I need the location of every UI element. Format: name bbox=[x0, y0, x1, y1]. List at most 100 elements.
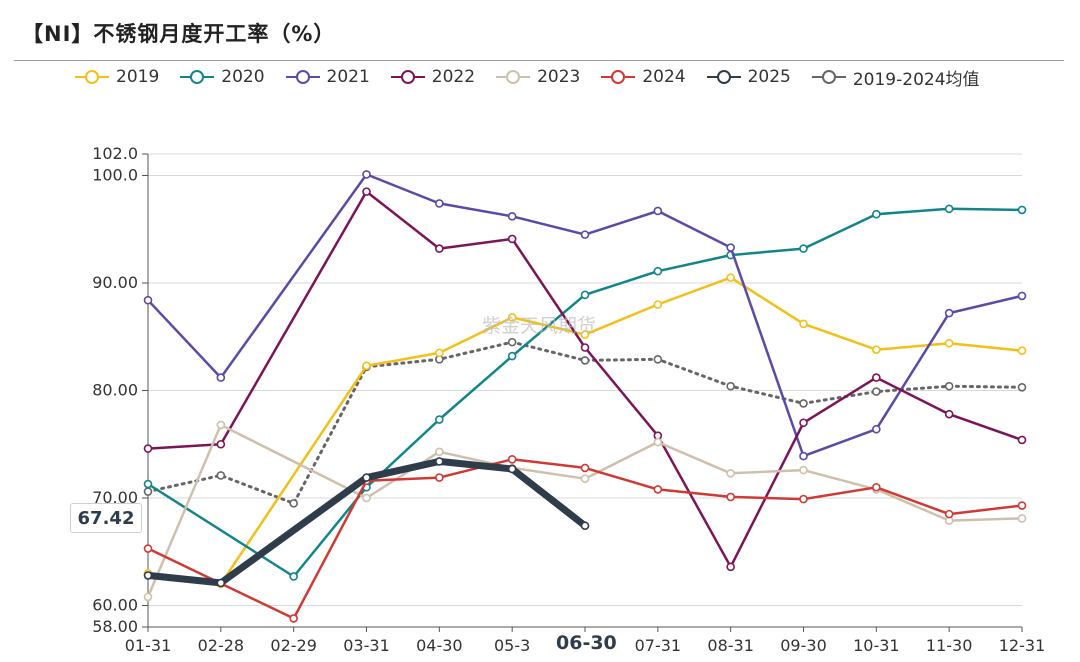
data-point-2023 bbox=[435, 447, 444, 457]
y-tick-label: 100.0 bbox=[92, 166, 138, 185]
legend-item-2025[interactable]: 2025 bbox=[706, 67, 791, 87]
data-point-2020 bbox=[653, 266, 663, 276]
x-tick-label: 02-29 bbox=[270, 636, 317, 655]
data-point-2019 bbox=[362, 361, 371, 371]
data-point-2019 bbox=[653, 300, 663, 309]
data-point-2021 bbox=[435, 199, 444, 208]
x-tick-label: 04-30 bbox=[416, 636, 463, 655]
data-point-2024 bbox=[143, 544, 153, 553]
series-line-2023 bbox=[146, 423, 1024, 599]
data-point-2025 bbox=[580, 521, 590, 531]
legend-label: 2024 bbox=[642, 67, 686, 87]
data-point-2024 bbox=[580, 463, 590, 473]
data-point-2021 bbox=[726, 243, 735, 252]
legend-label: 2020 bbox=[221, 67, 265, 87]
y-tick-label: 80.00 bbox=[92, 381, 138, 400]
data-point-2021 bbox=[1017, 291, 1027, 301]
data-point-2021 bbox=[872, 424, 881, 434]
data-point-2020 bbox=[580, 290, 590, 300]
data-point-2021 bbox=[216, 373, 226, 382]
data-point-2019 bbox=[507, 313, 517, 322]
legend-marker-icon bbox=[390, 70, 425, 84]
data-point-avg bbox=[799, 399, 808, 408]
data-point-2025 bbox=[362, 473, 371, 482]
watermark: 紫金天风期货 bbox=[482, 315, 597, 337]
current-date-label: 06-30 bbox=[553, 632, 620, 654]
legend-marker-icon bbox=[180, 70, 215, 84]
data-point-2022 bbox=[1017, 435, 1027, 445]
data-point-2024 bbox=[653, 485, 663, 494]
data-point-avg bbox=[726, 381, 735, 391]
data-point-2020 bbox=[143, 479, 153, 489]
legend-item-2020[interactable]: 2020 bbox=[179, 67, 265, 87]
data-point-2025 bbox=[507, 464, 517, 474]
data-point-avg bbox=[216, 471, 226, 480]
y-tick-label: 70.00 bbox=[92, 488, 138, 507]
data-point-avg bbox=[944, 381, 954, 391]
legend-label: 2021 bbox=[326, 67, 370, 87]
current-value-badge: 67.42 bbox=[70, 503, 142, 533]
data-point-2023 bbox=[143, 592, 153, 602]
series-line-2019 bbox=[146, 276, 1024, 586]
data-point-avg bbox=[872, 387, 881, 396]
data-point-2020 bbox=[435, 415, 444, 424]
data-point-2022 bbox=[799, 418, 808, 428]
data-point-2020 bbox=[507, 351, 517, 361]
data-point-avg bbox=[143, 487, 153, 496]
data-point-2023 bbox=[216, 420, 226, 430]
data-point-2023 bbox=[362, 493, 371, 503]
data-point-2019 bbox=[944, 338, 954, 348]
legend-label: 2025 bbox=[747, 67, 791, 87]
legend-label: 2023 bbox=[537, 67, 581, 87]
x-tick-label: 09-30 bbox=[780, 636, 827, 655]
legend-item-2023[interactable]: 2023 bbox=[495, 67, 580, 87]
legend-marker-icon bbox=[496, 70, 531, 84]
legend-marker-icon bbox=[75, 70, 109, 84]
data-point-2021 bbox=[362, 170, 371, 179]
data-point-2025 bbox=[143, 571, 153, 580]
legend-item-2019[interactable]: 2019 bbox=[74, 67, 159, 87]
data-point-2024 bbox=[435, 473, 444, 482]
series-line-2024 bbox=[146, 458, 1024, 620]
x-tick-label: 03-31 bbox=[343, 636, 390, 655]
data-point-avg bbox=[1017, 382, 1027, 392]
legend-item-2024[interactable]: 2024 bbox=[600, 67, 686, 87]
data-point-2021 bbox=[944, 308, 954, 318]
data-point-2021 bbox=[580, 230, 590, 239]
x-tick-label: 01-31 bbox=[125, 636, 172, 655]
legend-item-avg[interactable]: 2019-2024均值 bbox=[811, 65, 980, 90]
data-point-2024 bbox=[289, 614, 298, 623]
data-point-2022 bbox=[580, 343, 590, 352]
legend-marker-icon bbox=[811, 70, 846, 84]
data-point-avg bbox=[580, 356, 590, 365]
x-tick-label: 08-31 bbox=[707, 636, 754, 655]
legend-item-2022[interactable]: 2022 bbox=[390, 67, 475, 87]
data-point-2020 bbox=[872, 209, 881, 219]
data-point-2023 bbox=[799, 465, 808, 475]
y-tick-label: 58.00 bbox=[92, 617, 138, 636]
data-point-2019 bbox=[1017, 346, 1027, 356]
data-point-avg bbox=[507, 337, 517, 347]
data-point-2022 bbox=[435, 244, 444, 253]
data-point-2022 bbox=[143, 444, 153, 453]
data-point-2019 bbox=[872, 345, 881, 354]
chart-legend: 2019 2020 2021 2022 2023 2024 2025 2019-2024均值 bbox=[74, 64, 1000, 90]
data-point-2022 bbox=[872, 373, 881, 382]
data-point-2022 bbox=[216, 439, 226, 449]
data-point-2024 bbox=[726, 492, 735, 502]
data-point-2019 bbox=[726, 273, 735, 282]
data-point-2020 bbox=[799, 244, 808, 253]
data-point-2019 bbox=[435, 348, 444, 358]
series-line-2021 bbox=[146, 173, 1024, 458]
data-point-2024 bbox=[1017, 501, 1027, 510]
legend-label: 2022 bbox=[431, 67, 476, 87]
data-point-2025 bbox=[435, 457, 444, 466]
data-point-2022 bbox=[726, 562, 735, 572]
data-point-2023 bbox=[1017, 514, 1027, 523]
legend-item-2021[interactable]: 2021 bbox=[285, 67, 370, 87]
series-line-2022 bbox=[146, 190, 1024, 569]
data-point-2020 bbox=[289, 572, 298, 581]
data-point-2022 bbox=[507, 234, 517, 244]
legend-marker-icon bbox=[601, 70, 636, 84]
legend-label: 2019-2024均值 bbox=[852, 69, 980, 90]
